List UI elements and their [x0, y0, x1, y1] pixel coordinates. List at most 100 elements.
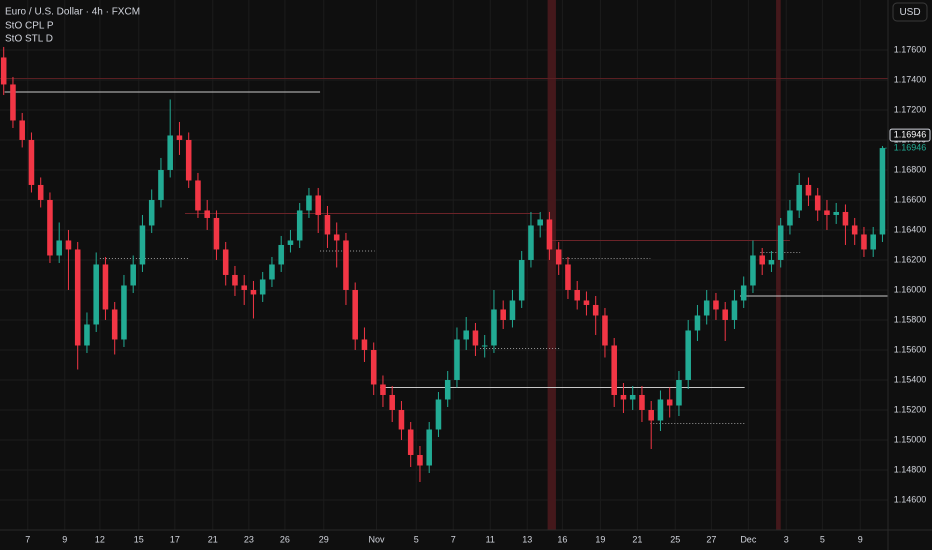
x-tick-label: 5 — [820, 534, 825, 544]
candle-body — [259, 279, 266, 295]
y-tick-label: 1.16400 — [894, 224, 927, 234]
price-tag-label: 1.16946 — [894, 129, 927, 139]
candle-body — [380, 384, 386, 395]
x-tick-label: 13 — [522, 534, 532, 544]
candle-body — [833, 211, 839, 215]
candle-body — [343, 240, 349, 290]
candle-body — [676, 379, 682, 406]
candle-body — [176, 135, 183, 140]
grid — [0, 0, 888, 530]
candle-body — [685, 330, 691, 380]
candle-body — [130, 264, 136, 286]
candle-body — [426, 429, 432, 466]
candle-body — [639, 394, 645, 410]
candle-body — [398, 409, 405, 430]
currency-button-label[interactable]: USD — [899, 7, 920, 18]
candle-body — [463, 330, 469, 340]
candle-body — [361, 339, 368, 350]
x-tick-label: 3 — [784, 534, 789, 544]
indicator-label: StO STL D — [5, 34, 53, 45]
highlight-band — [776, 0, 781, 530]
indicator-label: StO CPL P — [5, 21, 54, 32]
candle-body — [370, 349, 377, 385]
candle-body — [121, 285, 127, 340]
candle-body — [574, 289, 580, 301]
candle-body — [870, 234, 876, 250]
y-tick-label: 1.17600 — [894, 44, 927, 54]
candle-body — [389, 394, 395, 410]
candle-body — [19, 120, 25, 140]
candle-body — [278, 244, 284, 265]
candle-body — [491, 309, 497, 346]
candle-body — [722, 309, 728, 320]
y-tick-label: 1.15400 — [894, 374, 927, 384]
candle-body — [657, 399, 664, 421]
candle-body — [185, 139, 192, 181]
candle-body — [565, 264, 571, 290]
x-tick-label: 9 — [858, 534, 863, 544]
candle-body — [204, 210, 210, 218]
candle-body — [592, 304, 599, 316]
candle-body — [750, 255, 756, 286]
x-tick-label: 9 — [62, 534, 67, 544]
candle-body — [0, 57, 7, 85]
candle-body — [805, 184, 812, 196]
candle-body — [611, 345, 617, 395]
candle-body — [324, 214, 331, 235]
candle-body — [306, 195, 312, 211]
x-tick-label: 16 — [557, 534, 567, 544]
candle-body — [102, 264, 109, 310]
x-tick-label: 29 — [319, 534, 329, 544]
candle-body — [851, 225, 858, 235]
y-tick-label: 1.14800 — [894, 464, 927, 474]
candle-body — [195, 180, 201, 211]
candle-body — [546, 219, 553, 250]
candle-body — [148, 199, 155, 226]
candle-body — [620, 394, 627, 400]
candle-body — [842, 211, 849, 226]
axes: 1.176001.174001.172001.170001.168001.166… — [25, 44, 931, 544]
candle-body — [583, 300, 590, 305]
candle-body — [879, 148, 886, 235]
candle-body — [555, 249, 562, 265]
candle-body — [666, 399, 673, 406]
x-tick-label: 7 — [451, 534, 456, 544]
candle-body — [824, 210, 830, 215]
candle-body — [269, 264, 275, 280]
x-tick-label: 25 — [670, 534, 680, 544]
candle-body — [111, 309, 118, 340]
candle-body — [352, 289, 358, 340]
candle-body — [713, 300, 719, 310]
candle-body — [768, 259, 775, 265]
candle-body — [703, 300, 710, 316]
candle-body — [28, 139, 35, 185]
candle-body — [417, 454, 423, 466]
y-tick-label: 1.16200 — [894, 254, 927, 264]
x-tick-label: 11 — [486, 534, 495, 544]
candle-body — [444, 379, 451, 400]
x-tick-label: 19 — [595, 534, 605, 544]
candle-body — [814, 195, 821, 211]
y-tick-label: 1.14600 — [894, 494, 927, 504]
x-tick-label: 15 — [134, 534, 144, 544]
x-tick-label: 21 — [208, 534, 218, 544]
candle-body — [250, 289, 257, 295]
y-tick-label: 1.15000 — [894, 434, 927, 444]
plot-area — [0, 0, 888, 530]
y-tick-label: 1.15200 — [894, 404, 927, 414]
candle-body — [509, 300, 516, 320]
candle-body — [796, 184, 802, 211]
candle-body — [139, 225, 146, 265]
candle-body — [56, 240, 62, 256]
x-tick-label: 12 — [95, 534, 105, 544]
x-tick-label: 27 — [706, 534, 716, 544]
candle-body — [296, 210, 303, 241]
candle-body — [528, 225, 534, 260]
x-tick-label: 21 — [632, 534, 642, 544]
y-tick-label: 1.16600 — [894, 194, 927, 204]
chart-title: Euro / U.S. Dollar · 4h · FXCM — [5, 7, 140, 18]
candle-body — [602, 315, 608, 346]
currency-button[interactable] — [892, 2, 928, 22]
